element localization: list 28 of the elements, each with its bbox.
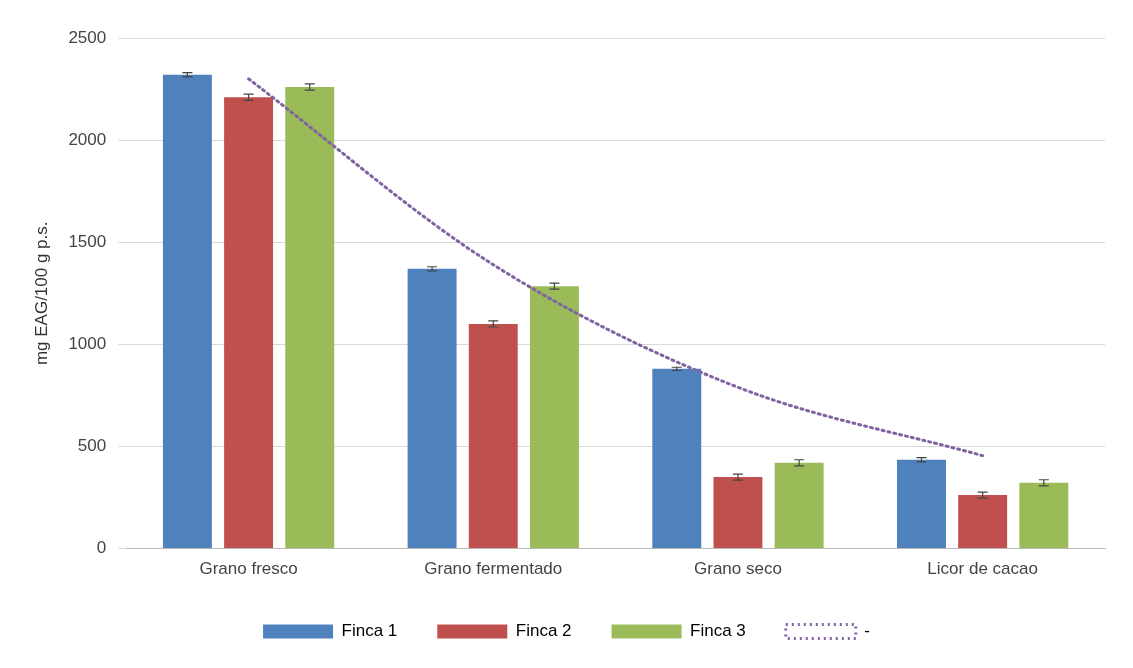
bar: [652, 368, 702, 549]
bar: [162, 74, 212, 549]
x-tick-label: Grano seco: [694, 559, 782, 579]
x-tick-label: Grano fermentado: [424, 559, 563, 579]
bar: [224, 97, 274, 549]
y-tick-label: 2500: [68, 27, 107, 47]
y-tick-label: 500: [77, 436, 107, 456]
bar: [529, 286, 579, 549]
bar: [285, 87, 335, 549]
y-tick-label: 1500: [68, 231, 107, 251]
legend-label: Finca 2: [515, 621, 572, 641]
legend-label: Finca 1: [341, 621, 398, 641]
x-tick-label: Licor de cacao: [927, 559, 1038, 579]
y-tick-label: 1000: [68, 334, 107, 354]
y-axis-title: mg EAG/100 g p.s.: [31, 221, 51, 366]
bar: [713, 477, 763, 549]
line-series: [247, 77, 985, 458]
bar: [897, 459, 946, 549]
bar: [468, 323, 518, 549]
y-tick-label: 2000: [68, 129, 107, 149]
bar: [1019, 482, 1069, 549]
bar: [774, 462, 824, 549]
legend-label: Finca 3: [690, 621, 746, 641]
bar: [958, 495, 1008, 549]
legend-label: -: [864, 621, 870, 641]
bar: [407, 268, 457, 549]
y-tick-label: 0: [96, 538, 107, 558]
x-tick-label: Grano fresco: [199, 559, 298, 579]
